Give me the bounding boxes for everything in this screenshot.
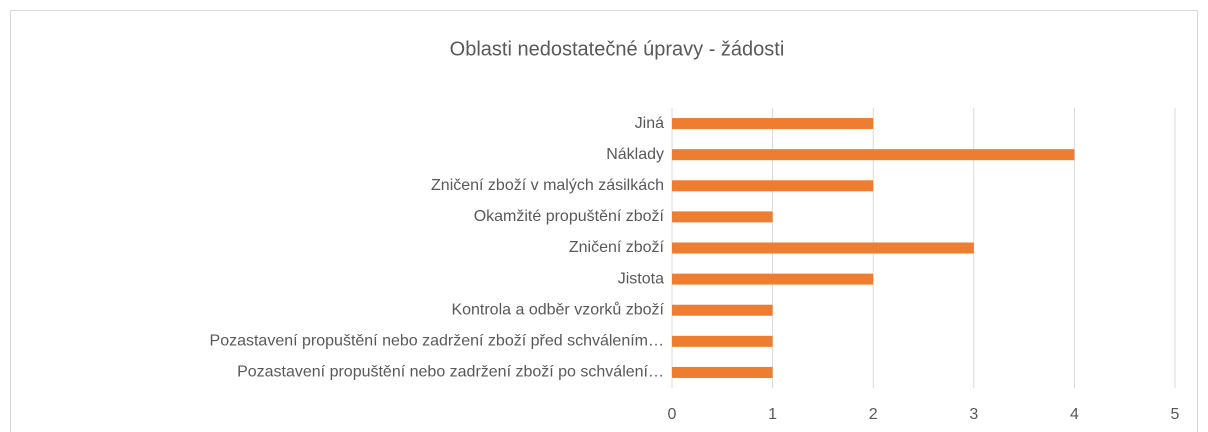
y-tick-label: Jiná <box>635 115 664 132</box>
x-tick-label: 5 <box>1171 406 1180 423</box>
bar <box>672 335 773 347</box>
x-tick-label: 4 <box>1070 406 1079 423</box>
x-tick-label: 0 <box>668 406 677 423</box>
x-tick-label: 3 <box>969 406 978 423</box>
bar <box>672 366 773 378</box>
bar <box>672 211 773 223</box>
x-tick-label: 2 <box>869 406 878 423</box>
bar <box>672 149 1075 161</box>
y-tick-label: Pozastavení propuštění nebo zadržení zbo… <box>237 364 664 381</box>
chart-frame <box>10 10 1198 432</box>
bar <box>672 242 974 254</box>
y-tick-label: Náklady <box>606 146 664 163</box>
bar <box>672 118 874 130</box>
x-tick-label: 1 <box>768 406 777 423</box>
y-tick-label: Kontrola a odběr vzorků zboží <box>451 300 664 318</box>
y-tick-label: Pozastavení propuštění nebo zadržení zbo… <box>210 333 664 350</box>
y-tick-label: Okamžité propuštění zboží <box>474 208 665 225</box>
bar <box>672 273 874 285</box>
bar <box>672 180 874 192</box>
y-tick-label: Zničení zboží <box>569 239 665 256</box>
chart-title: Oblasti nedostatečné úpravy - žádosti <box>450 38 785 60</box>
y-tick-label: Jistota <box>618 270 664 287</box>
y-tick-label: Zničení zboží v malých zásilkách <box>431 177 664 194</box>
bar <box>672 304 773 316</box>
